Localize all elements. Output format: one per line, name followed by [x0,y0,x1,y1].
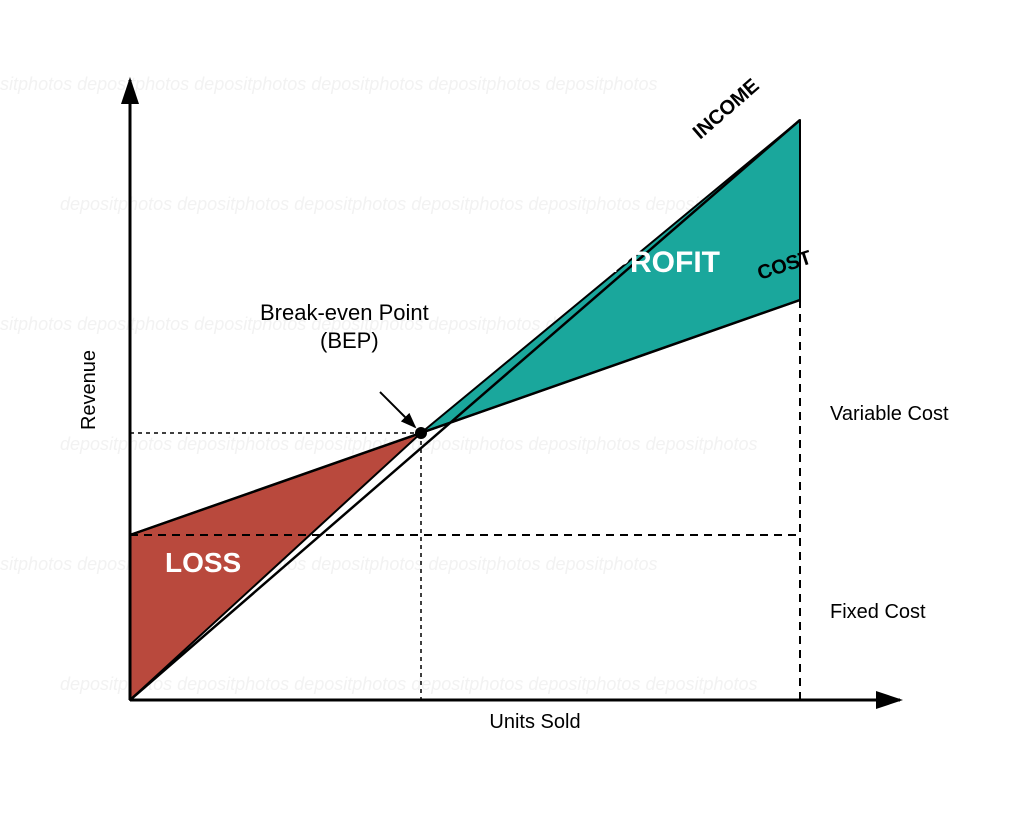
bep-dot [415,427,427,439]
profit-label: PROFIT [610,246,720,279]
bep-label-1: Break-even Point [260,300,429,325]
svg-text:depositphotos depositphotos: depositphotos depositphotos depositphoto… [0,74,658,94]
svg-text:depositphotos depositphotos: depositphotos depositphotos depositphoto… [60,194,758,214]
loss-label: LOSS [165,547,241,578]
fixed-cost-label: Fixed Cost [830,601,926,623]
svg-text:depositphotos depositphotos: depositphotos depositphotos depositphoto… [0,554,658,574]
y-axis-label: Revenue [78,350,100,430]
bep-label-2: (BEP) [320,328,379,353]
svg-text:depositphotos depositphotos: depositphotos depositphotos depositphoto… [60,674,758,694]
chart-svg: depositphotos depositphotos depositphoto… [0,0,1024,819]
break-even-diagram: depositphotos depositphotos depositphoto… [0,0,1024,819]
variable-cost-label: Variable Cost [830,403,949,425]
x-axis-label: Units Sold [489,711,580,733]
